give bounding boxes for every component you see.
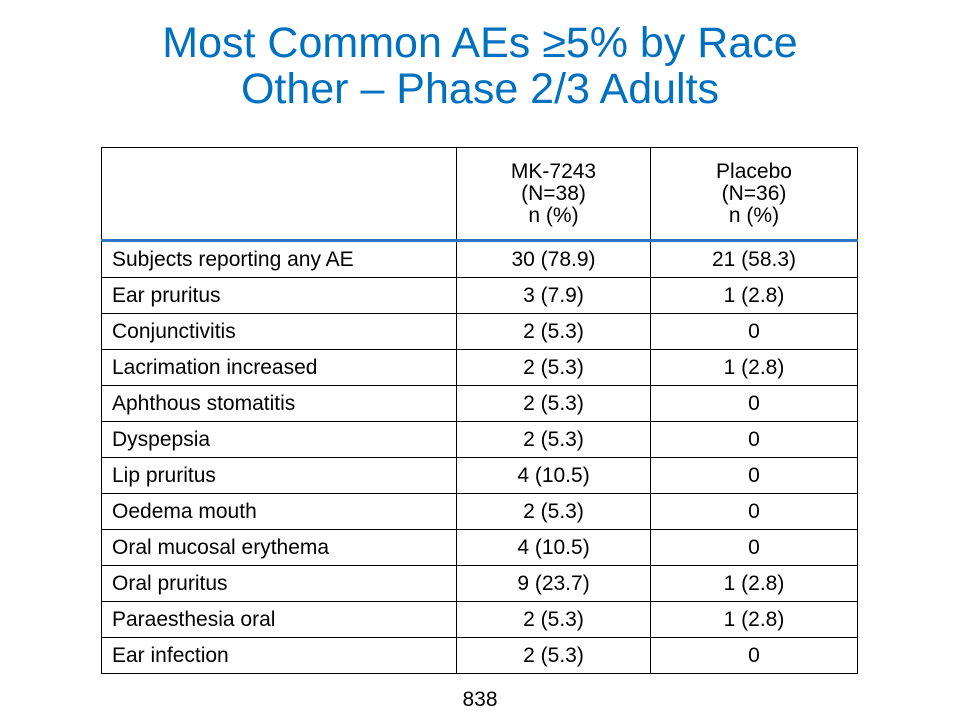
table-header-row: MK-7243 (N=38) n (%) Placebo (N=36) n (%…	[101, 147, 858, 242]
row-label: Lip pruritus	[101, 457, 457, 494]
table-row: Lip pruritus 4 (10.5) 0	[101, 457, 858, 494]
row-label: Aphthous stomatitis	[101, 385, 457, 422]
row-placebo-value: 0	[650, 385, 858, 422]
slide-title-line-1: Most Common AEs ≥5% by Race	[162, 19, 798, 67]
row-placebo-value: 1 (2.8)	[650, 601, 858, 638]
table-row: Ear pruritus 3 (7.9) 1 (2.8)	[101, 277, 858, 314]
slide-title: Most Common AEs ≥5% by Race Other – Phas…	[0, 20, 960, 112]
row-label: Oedema mouth	[101, 493, 457, 530]
header-placebo-unit: n (%)	[728, 203, 780, 227]
table-row: Aphthous stomatitis 2 (5.3) 0	[101, 385, 858, 422]
slide-title-line-2: Other – Phase 2/3 Adults	[240, 65, 720, 113]
row-label: Subjects reporting any AE	[101, 240, 457, 278]
row-mk7243-value: 3 (7.9)	[456, 277, 651, 314]
row-mk7243-value: 9 (23.7)	[456, 565, 651, 602]
row-mk7243-value: 2 (5.3)	[456, 637, 651, 674]
row-mk7243-value: 2 (5.3)	[456, 421, 651, 458]
row-placebo-value: 0	[650, 637, 858, 674]
row-placebo-value: 0	[650, 457, 858, 494]
header-cell-mk7243: MK-7243 (N=38) n (%)	[456, 147, 651, 242]
row-placebo-value: 0	[650, 313, 858, 350]
row-label: Paraesthesia oral	[101, 601, 457, 638]
row-label: Lacrimation increased	[101, 349, 457, 386]
row-placebo-value: 1 (2.8)	[650, 349, 858, 386]
header-mk7243-count: (N=38)	[521, 181, 586, 205]
row-mk7243-value: 4 (10.5)	[456, 529, 651, 566]
table-row: Subjects reporting any AE 30 (78.9) 21 (…	[101, 240, 858, 278]
header-mk7243-unit: n (%)	[528, 203, 579, 227]
row-label: Ear infection	[101, 637, 457, 674]
header-placebo-name: Placebo	[716, 159, 792, 183]
row-label: Oral mucosal erythema	[101, 529, 457, 566]
header-mk7243-name: MK-7243	[510, 159, 597, 183]
row-label: Conjunctivitis	[101, 313, 457, 350]
table-row: Lacrimation increased 2 (5.3) 1 (2.8)	[101, 349, 858, 386]
table-row: Paraesthesia oral 2 (5.3) 1 (2.8)	[101, 601, 858, 638]
row-mk7243-value: 2 (5.3)	[456, 493, 651, 530]
row-placebo-value: 1 (2.8)	[650, 565, 858, 602]
row-placebo-value: 0	[650, 421, 858, 458]
page-number: 838	[462, 688, 498, 711]
row-mk7243-value: 2 (5.3)	[456, 349, 651, 386]
row-label: Ear pruritus	[101, 277, 457, 314]
row-placebo-value: 0	[650, 529, 858, 566]
header-placebo-count: (N=36)	[721, 181, 787, 205]
row-mk7243-value: 30 (78.9)	[456, 240, 651, 278]
row-placebo-value: 21 (58.3)	[650, 240, 858, 278]
adverse-events-table: MK-7243 (N=38) n (%) Placebo (N=36) n (%…	[101, 147, 858, 674]
row-mk7243-value: 2 (5.3)	[456, 313, 651, 350]
row-placebo-value: 1 (2.8)	[650, 277, 858, 314]
table-row: Oral mucosal erythema 4 (10.5) 0	[101, 529, 858, 566]
table-row: Oral pruritus 9 (23.7) 1 (2.8)	[101, 565, 858, 602]
header-cell-term	[101, 147, 457, 242]
header-cell-placebo: Placebo (N=36) n (%)	[650, 147, 858, 242]
row-label: Oral pruritus	[101, 565, 457, 602]
row-mk7243-value: 2 (5.3)	[456, 385, 651, 422]
table-row: Oedema mouth 2 (5.3) 0	[101, 493, 858, 530]
table-row: Dyspepsia 2 (5.3) 0	[101, 421, 858, 458]
table-row: Ear infection 2 (5.3) 0	[101, 637, 858, 674]
row-mk7243-value: 4 (10.5)	[456, 457, 651, 494]
table-row: Conjunctivitis 2 (5.3) 0	[101, 313, 858, 350]
row-placebo-value: 0	[650, 493, 858, 530]
row-mk7243-value: 2 (5.3)	[456, 601, 651, 638]
row-label: Dyspepsia	[101, 421, 457, 458]
